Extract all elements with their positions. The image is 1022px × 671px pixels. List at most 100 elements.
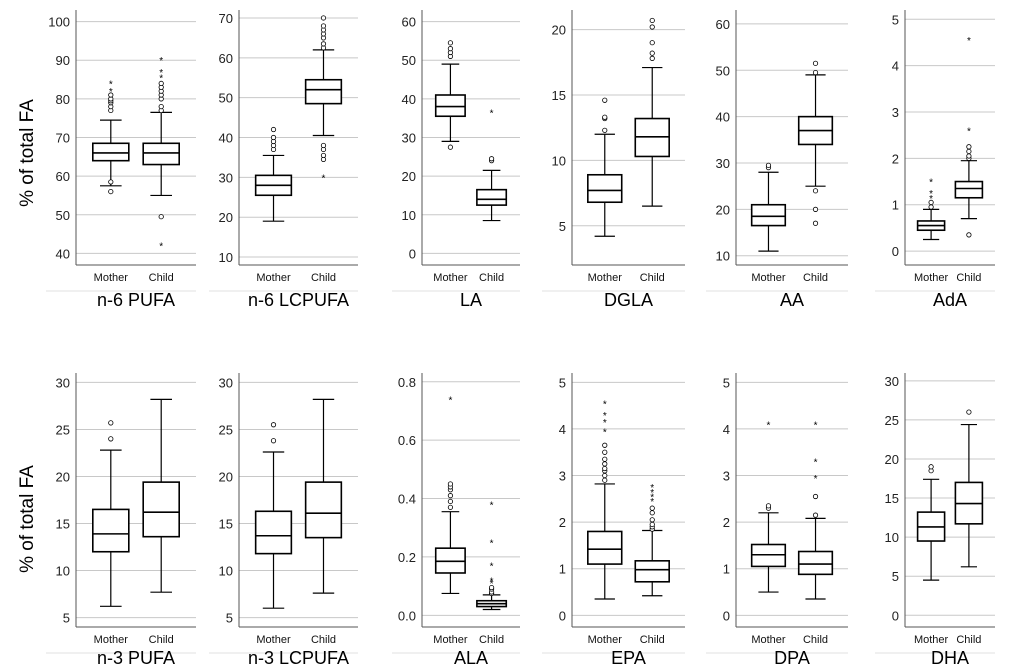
x-category-label: Child — [149, 272, 174, 284]
outlier-point — [966, 409, 972, 415]
outlier-point — [320, 41, 327, 47]
y-tick-label: 40 — [716, 110, 730, 125]
outlier-point — [447, 144, 454, 150]
box-mother: Mother — [750, 162, 787, 284]
y-tick-label: 2 — [723, 515, 730, 530]
outlier-point — [602, 465, 608, 472]
outlier-point — [488, 584, 495, 591]
y-tick-label: 4 — [723, 422, 730, 437]
y-tick-label: 60 — [716, 17, 730, 32]
extreme-point: * — [767, 420, 771, 431]
y-tick-label: 10 — [56, 564, 70, 579]
y-tick-label: 30 — [885, 374, 899, 389]
outlier-point — [649, 17, 655, 24]
box-child: Child — [634, 17, 670, 284]
box-mother: Mother — [254, 126, 293, 284]
y-tick-label: 80 — [56, 92, 70, 107]
panel-title: EPA — [611, 648, 646, 668]
outlier-point — [602, 97, 608, 103]
panel-title: DGLA — [604, 290, 653, 310]
outlier-point — [158, 214, 164, 220]
box-iqr — [304, 481, 343, 539]
y-tick-label: 20 — [56, 469, 70, 484]
y-tick-label: 20 — [885, 452, 899, 467]
x-category-label: Mother — [94, 272, 129, 284]
outlier-point — [812, 188, 819, 194]
extreme-point: * — [650, 488, 654, 499]
outlier-point — [270, 134, 277, 141]
panel-title: n-3 LCPUFA — [248, 648, 349, 668]
extreme-point: * — [490, 562, 494, 573]
y-tick-label: 4 — [892, 59, 899, 74]
outlier-point — [108, 179, 114, 185]
outlier-point — [320, 23, 327, 29]
y-tick-label: 0.2 — [398, 550, 416, 565]
x-category-label: Mother — [256, 272, 291, 284]
box-iqr — [587, 530, 623, 565]
panel-dgla: 5 10 15 20 Mother Child DGLA — [542, 10, 685, 310]
panel-title: n-6 PUFA — [97, 290, 175, 310]
y-tick-label: 25 — [219, 422, 233, 437]
panel-n-6-lcpufa: 10 20 30 40 50 60 70 Mother * Child n-6 LCPUFA — [209, 10, 358, 310]
y-tick-label: 20 — [219, 469, 233, 484]
y-tick-label: 10 — [552, 153, 566, 168]
extreme-point: * — [650, 483, 654, 494]
outlier-point — [447, 504, 454, 510]
box-child: * * * Child — [797, 420, 834, 646]
extreme-point: * — [603, 411, 607, 422]
x-category-label: Mother — [433, 634, 468, 646]
box-mother: ****Mother — [587, 399, 623, 646]
box-iqr — [634, 560, 670, 583]
outlier-point — [602, 461, 608, 467]
outlier-point — [602, 456, 608, 462]
y-tick-label: 25 — [56, 422, 70, 437]
extreme-point: * — [814, 474, 818, 485]
y-tick-label: 20 — [716, 202, 730, 217]
x-category-label: Mother — [914, 634, 949, 646]
outlier-point — [447, 481, 454, 487]
y-tick-label: 60 — [402, 15, 416, 30]
y-tick-label: 1 — [559, 562, 566, 577]
y-tick-label: 50 — [56, 208, 70, 223]
box-child: * Child — [304, 15, 343, 284]
outlier-point — [649, 517, 655, 523]
y-tick-label: 100 — [48, 15, 70, 30]
x-category-label: Child — [311, 634, 336, 646]
outlier-point — [928, 204, 934, 210]
x-category-label: Child — [803, 634, 828, 646]
extreme-point: * — [603, 418, 607, 429]
outlier-point — [649, 24, 655, 30]
y-tick-label: 70 — [219, 11, 233, 26]
box-iqr — [587, 173, 623, 204]
extreme-point: * — [109, 79, 113, 90]
box-iqr — [142, 481, 180, 538]
x-category-label: Mother — [588, 634, 623, 646]
outlier-point — [320, 142, 327, 149]
y-tick-label: 5 — [226, 611, 233, 626]
outlier-point — [158, 103, 164, 110]
outlier-point — [649, 505, 655, 511]
extreme-point: * — [159, 242, 163, 253]
y-tick-label: 40 — [56, 246, 70, 261]
outlier-point — [108, 188, 114, 195]
y-tick-label: 1 — [723, 562, 730, 577]
y-tick-label: 15 — [885, 491, 899, 506]
extreme-point: * — [159, 68, 163, 79]
panel-title: n-6 LCPUFA — [248, 290, 349, 310]
panel-title: ALA — [454, 648, 488, 668]
extreme-point: * — [650, 497, 654, 508]
outlier-point — [966, 153, 972, 159]
box-mother: Mother — [433, 40, 468, 284]
y-tick-label: 60 — [219, 51, 233, 66]
x-category-label: Child — [311, 272, 336, 284]
outlier-point — [602, 449, 608, 455]
y-tick-label: 3 — [559, 469, 566, 484]
y-tick-label: 5 — [892, 12, 899, 27]
box-iqr — [142, 142, 180, 166]
y-tick-label: 4 — [559, 422, 566, 437]
y-tick-label: 10 — [219, 250, 233, 265]
y-tick-label: 40 — [219, 131, 233, 146]
outlier-point — [966, 232, 972, 238]
y-tick-label: 70 — [56, 131, 70, 146]
panel-title: LA — [460, 290, 482, 310]
